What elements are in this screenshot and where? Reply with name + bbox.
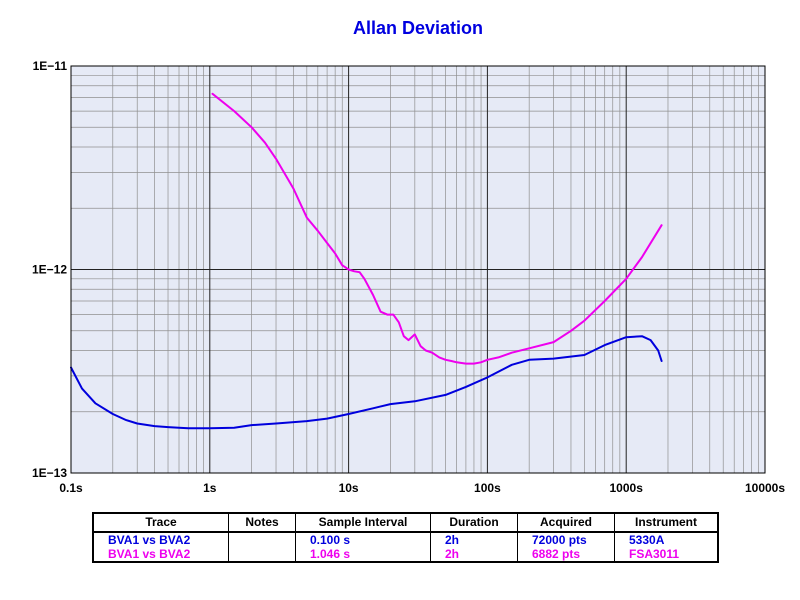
row-acquired: 6882 pts [517,547,615,562]
row-interval: 0.100 s [295,532,431,547]
row-trace: BVA1 vs BVA2 [92,547,229,562]
x-tick-label: 1000s [610,481,644,495]
y-tick-label: 1E−11 [33,59,68,73]
row-acquired: 72000 pts [517,532,615,547]
series-line-2 [211,92,663,365]
row-interval: 1.046 s [295,547,431,562]
series-layer [70,92,663,430]
chart-title: Allan Deviation [352,18,484,38]
x-tick-label: 0.1s [59,481,83,495]
series-line-1 [70,335,663,430]
legend-table: Trace Notes Sample Interval Duration Acq… [92,512,719,563]
row-notes [228,532,296,547]
header-trace: Trace [92,513,229,533]
header-sample-interval: Sample Interval [295,513,431,533]
x-tick-label: 10000s [745,481,785,495]
header-notes: Notes [228,513,296,533]
plot-frame [70,65,766,474]
x-tick-label: 1s [203,481,217,495]
header-instrument: Instrument [614,513,719,533]
row-duration: 2h [430,532,518,547]
header-duration: Duration [430,513,518,533]
tick-labels: 0.1s 1s 10s 100s 1000s 10000s 1E−11 1E−12 1E−13 [32,59,785,495]
x-tick-label: 100s [474,481,501,495]
header-acquired: Acquired [517,513,615,533]
row-trace: BVA1 vs BVA2 [92,532,229,547]
row-duration: 2h [430,547,518,562]
row-notes [228,547,296,562]
legend-row-fsa3011: BVA1 vs BVA2 1.046 s 2h 6882 pts FSA3011 [92,547,719,562]
x-tick-label: 10s [339,481,359,495]
row-instrument: FSA3011 [614,547,719,562]
legend-header-row: Trace Notes Sample Interval Duration Acq… [92,513,719,533]
y-tick-label: 1E−12 [32,263,67,277]
row-instrument: 5330A [614,532,719,547]
legend-row-5330a: BVA1 vs BVA2 0.100 s 2h 72000 pts 5330A [92,532,719,547]
allan-deviation-plot: 0.1s 1s 10s 100s 1000s 10000s 1E−11 1E−12 1E−13 [32,59,785,495]
y-tick-label: 1E−13 [32,466,67,480]
